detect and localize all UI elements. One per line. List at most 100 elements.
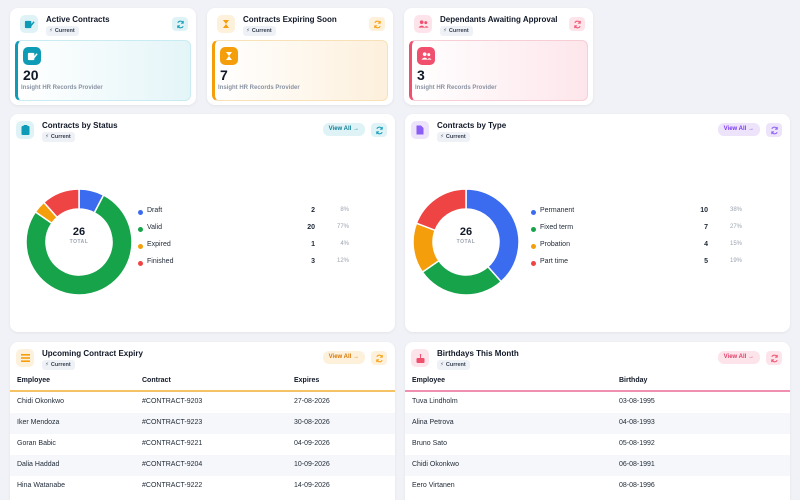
column-header[interactable]: Expires bbox=[294, 377, 320, 384]
table-row[interactable]: Iker Mendoza #CONTRACT-9223 30-08-2026 bbox=[10, 413, 395, 434]
refresh-icon bbox=[770, 354, 778, 362]
contract-cell: #CONTRACT-9204 bbox=[142, 461, 203, 468]
type-donut-chart[interactable] bbox=[406, 182, 526, 302]
birthday-cell: 05-08-1992 bbox=[619, 440, 655, 447]
legend-swatch bbox=[138, 261, 143, 266]
donut-slice-permanent[interactable] bbox=[465, 188, 520, 283]
employee-cell: Hina Watanabe bbox=[17, 482, 65, 489]
refresh-icon bbox=[176, 20, 184, 28]
legend-item[interactable]: Expired 1 4% bbox=[138, 240, 363, 257]
employee-cell: Goran Babic bbox=[17, 440, 56, 447]
stat-card-contracts-expiring: Contracts Expiring Soon ⚡ Current 7 Insig… bbox=[207, 8, 393, 105]
view-all-button[interactable]: View All → bbox=[717, 123, 760, 136]
card-title: Active Contracts bbox=[46, 15, 110, 24]
legend-count: 1 bbox=[311, 241, 315, 248]
card-title: Contracts Expiring Soon bbox=[243, 15, 337, 24]
current-badge: ⚡ Current bbox=[437, 132, 470, 142]
legend-item[interactable]: Valid 20 77% bbox=[138, 223, 363, 240]
legend-item[interactable]: Part time 5 19% bbox=[531, 257, 756, 274]
bolt-icon: ⚡ bbox=[440, 362, 444, 368]
stat-provider: Insight HR Records Provider bbox=[21, 85, 103, 91]
table-row[interactable]: Chidi Okonkwo #CONTRACT-9203 27-08-2026 bbox=[10, 392, 395, 413]
refresh-icon bbox=[573, 20, 581, 28]
legend-swatch bbox=[531, 244, 536, 249]
legend-swatch bbox=[138, 244, 143, 249]
refresh-icon bbox=[375, 354, 383, 362]
current-badge: ⚡ Current bbox=[42, 360, 75, 370]
column-header[interactable]: Birthday bbox=[619, 377, 648, 384]
legend-item[interactable]: Fixed term 7 27% bbox=[531, 223, 756, 240]
legend-count: 2 bbox=[311, 207, 315, 214]
donut-slice-part-time[interactable] bbox=[415, 188, 467, 232]
refresh-button[interactable] bbox=[172, 17, 188, 31]
legend-label: Draft bbox=[147, 207, 163, 214]
table-header: Employee Birthday bbox=[405, 370, 790, 392]
badge-label: Current bbox=[54, 28, 75, 34]
refresh-button[interactable] bbox=[371, 351, 387, 365]
refresh-button[interactable] bbox=[766, 123, 782, 137]
stat-value: 3 bbox=[417, 67, 425, 83]
bolt-icon: ⚡ bbox=[45, 134, 49, 140]
refresh-button[interactable] bbox=[369, 17, 385, 31]
expires-cell: 27-08-2026 bbox=[294, 398, 330, 405]
table-row[interactable]: Alina Petrova 04-08-1993 bbox=[405, 413, 790, 434]
refresh-button[interactable] bbox=[766, 351, 782, 365]
legend-count: 3 bbox=[311, 258, 315, 265]
status-legend: Draft 2 8% Valid 20 77% Expired 1 4% Finished 3… bbox=[138, 206, 363, 274]
contract-cell: #CONTRACT-9203 bbox=[142, 398, 203, 405]
legend-label: Probation bbox=[540, 241, 570, 248]
status-donut-chart[interactable] bbox=[19, 182, 139, 302]
table-row[interactable]: Chidi Okonkwo 06-08-1991 bbox=[405, 455, 790, 476]
table-row[interactable]: Goran Babic #CONTRACT-9221 04-09-2026 bbox=[10, 434, 395, 455]
badge-label: Current bbox=[445, 362, 466, 368]
stat-panel[interactable]: 7 Insight HR Records Provider bbox=[212, 40, 388, 101]
upcoming-expiry-card: Upcoming Contract Expiry ⚡ Current View A… bbox=[10, 342, 395, 500]
card-header: Dependants Awaiting Approval ⚡ Current bbox=[414, 14, 585, 38]
legend-count: 7 bbox=[704, 224, 708, 231]
table-row[interactable]: Eero Virtanen 08-08-1996 bbox=[405, 476, 790, 497]
legend-swatch bbox=[138, 227, 143, 232]
refresh-button[interactable] bbox=[569, 17, 585, 31]
table-row[interactable]: Hina Watanabe #CONTRACT-9222 14-09-2026 bbox=[10, 476, 395, 497]
view-all-button[interactable]: View All → bbox=[322, 351, 365, 364]
badge-label: Current bbox=[251, 28, 272, 34]
badge-label: Current bbox=[448, 28, 469, 34]
expires-cell: 10-09-2026 bbox=[294, 461, 330, 468]
employee-cell: Tuva Lindholm bbox=[412, 398, 458, 405]
stat-panel[interactable]: 3 Insight HR Records Provider bbox=[409, 40, 588, 101]
table-row[interactable]: Tuva Lindholm 03-08-1995 bbox=[405, 392, 790, 413]
stat-value: 7 bbox=[220, 67, 228, 83]
table-row[interactable]: Bruno Sato 05-08-1992 bbox=[405, 434, 790, 455]
legend-item[interactable]: Probation 4 15% bbox=[531, 240, 756, 257]
legend-count: 10 bbox=[700, 207, 708, 214]
legend-item[interactable]: Permanent 10 38% bbox=[531, 206, 756, 223]
legend-swatch bbox=[531, 210, 536, 215]
column-header[interactable]: Employee bbox=[412, 377, 446, 384]
table-row[interactable]: Dalia Haddad #CONTRACT-9204 10-09-2026 bbox=[10, 455, 395, 476]
column-header[interactable]: Contract bbox=[142, 377, 171, 384]
legend-label: Valid bbox=[147, 224, 163, 231]
view-all-button[interactable]: View All → bbox=[322, 123, 365, 136]
view-all-button[interactable]: View All → bbox=[717, 351, 760, 364]
column-header[interactable]: Employee bbox=[17, 377, 51, 384]
employee-cell: Bruno Sato bbox=[412, 440, 448, 447]
legend-item[interactable]: Draft 2 8% bbox=[138, 206, 363, 223]
badge-label: Current bbox=[50, 134, 71, 140]
card-header: Contracts by Type ⚡ Current View All → bbox=[411, 120, 782, 144]
card-title: Contracts by Status bbox=[42, 121, 118, 130]
legend-item[interactable]: Finished 3 12% bbox=[138, 257, 363, 274]
contracts-by-type-card: Contracts by Type ⚡ Current View All → 26… bbox=[405, 114, 790, 332]
employee-cell: Chidi Okonkwo bbox=[412, 461, 460, 468]
hourglass-icon bbox=[220, 47, 238, 65]
current-badge: ⚡ Current bbox=[243, 26, 276, 36]
donut-slice-valid[interactable] bbox=[25, 194, 133, 296]
cake-icon bbox=[411, 349, 429, 367]
donut-slice-finished[interactable] bbox=[42, 188, 80, 219]
card-title: Dependants Awaiting Approval bbox=[440, 15, 558, 24]
card-header: Active Contracts ⚡ Current bbox=[20, 14, 188, 38]
stat-panel[interactable]: 20 Insight HR Records Provider bbox=[15, 40, 191, 101]
stat-provider: Insight HR Records Provider bbox=[218, 85, 300, 91]
legend-percent: 27% bbox=[729, 224, 742, 230]
refresh-button[interactable] bbox=[371, 123, 387, 137]
card-title: Birthdays This Month bbox=[437, 349, 519, 358]
